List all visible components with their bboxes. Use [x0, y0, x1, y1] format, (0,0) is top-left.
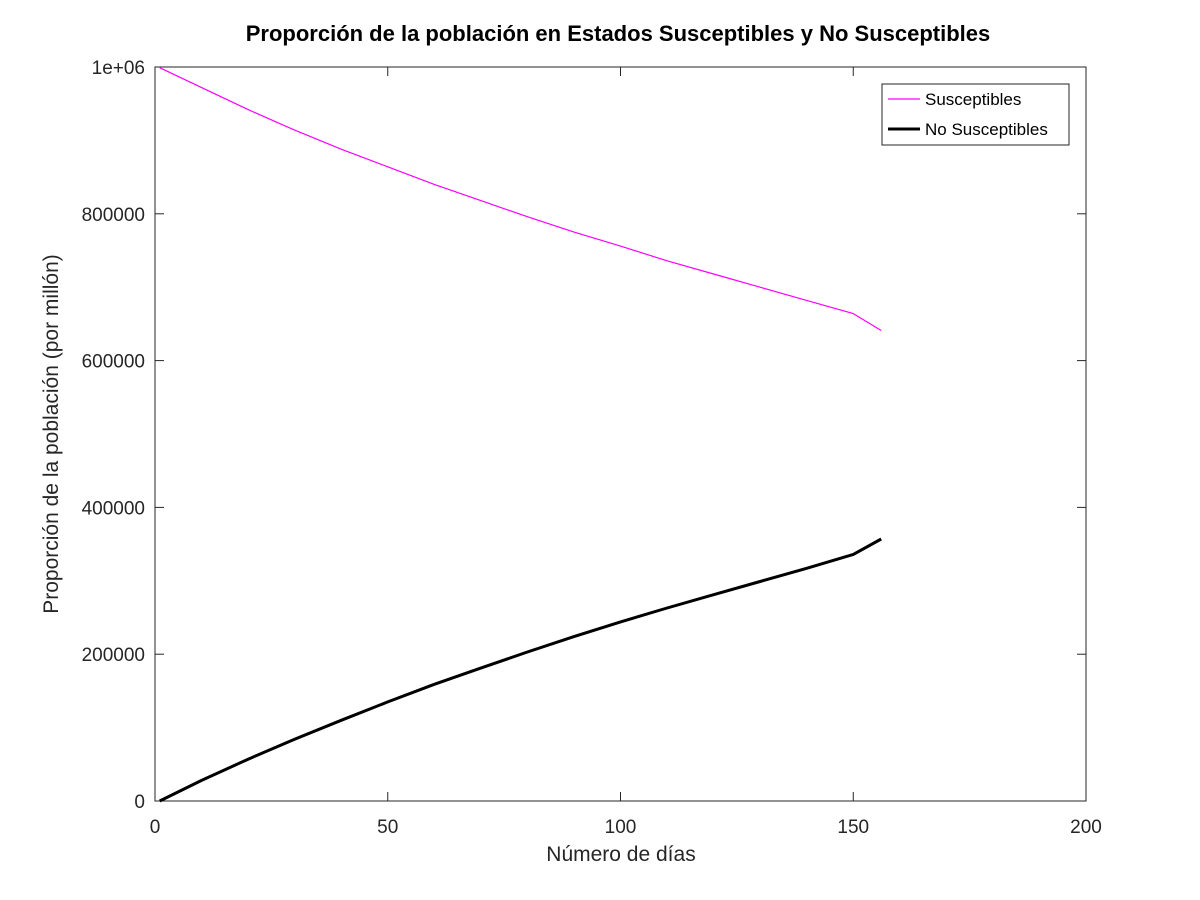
- series-line-no-susceptibles: [159, 537, 882, 803]
- legend-box: [881, 83, 1070, 146]
- x-axis-label: Número de días: [546, 843, 695, 866]
- x-tick-label: 150: [837, 817, 869, 838]
- series-layer: [159, 67, 882, 803]
- plot-area: [154, 66, 1087, 802]
- y-axis-label: Proporción de la población (por millón): [40, 254, 63, 614]
- x-tick-label: 50: [377, 817, 398, 838]
- series-line-susceptibles: [159, 67, 882, 332]
- legend-label: Susceptibles: [925, 90, 1021, 109]
- x-tick-label: 100: [605, 817, 637, 838]
- y-tick-label: 800000: [82, 205, 145, 226]
- y-tick-label: 400000: [82, 498, 145, 519]
- y-tick-label: 600000: [82, 352, 145, 373]
- y-tick-label: 200000: [82, 645, 145, 666]
- chart-title: Proporción de la población en Estados Su…: [246, 21, 991, 46]
- x-tick-label: 200: [1070, 817, 1102, 838]
- plot-frame: [154, 66, 1087, 802]
- y-tick-label: 1e+06: [92, 58, 145, 79]
- legend: Susceptibles No Susceptibles: [881, 83, 1070, 146]
- legend-label: No Susceptibles: [925, 120, 1048, 139]
- x-tick-label: 0: [150, 817, 161, 838]
- axis-ticks: 0 50 100 150 200 0 200000 400000 600000 800000 1e+…: [82, 58, 1102, 838]
- y-tick-label: 0: [134, 792, 145, 813]
